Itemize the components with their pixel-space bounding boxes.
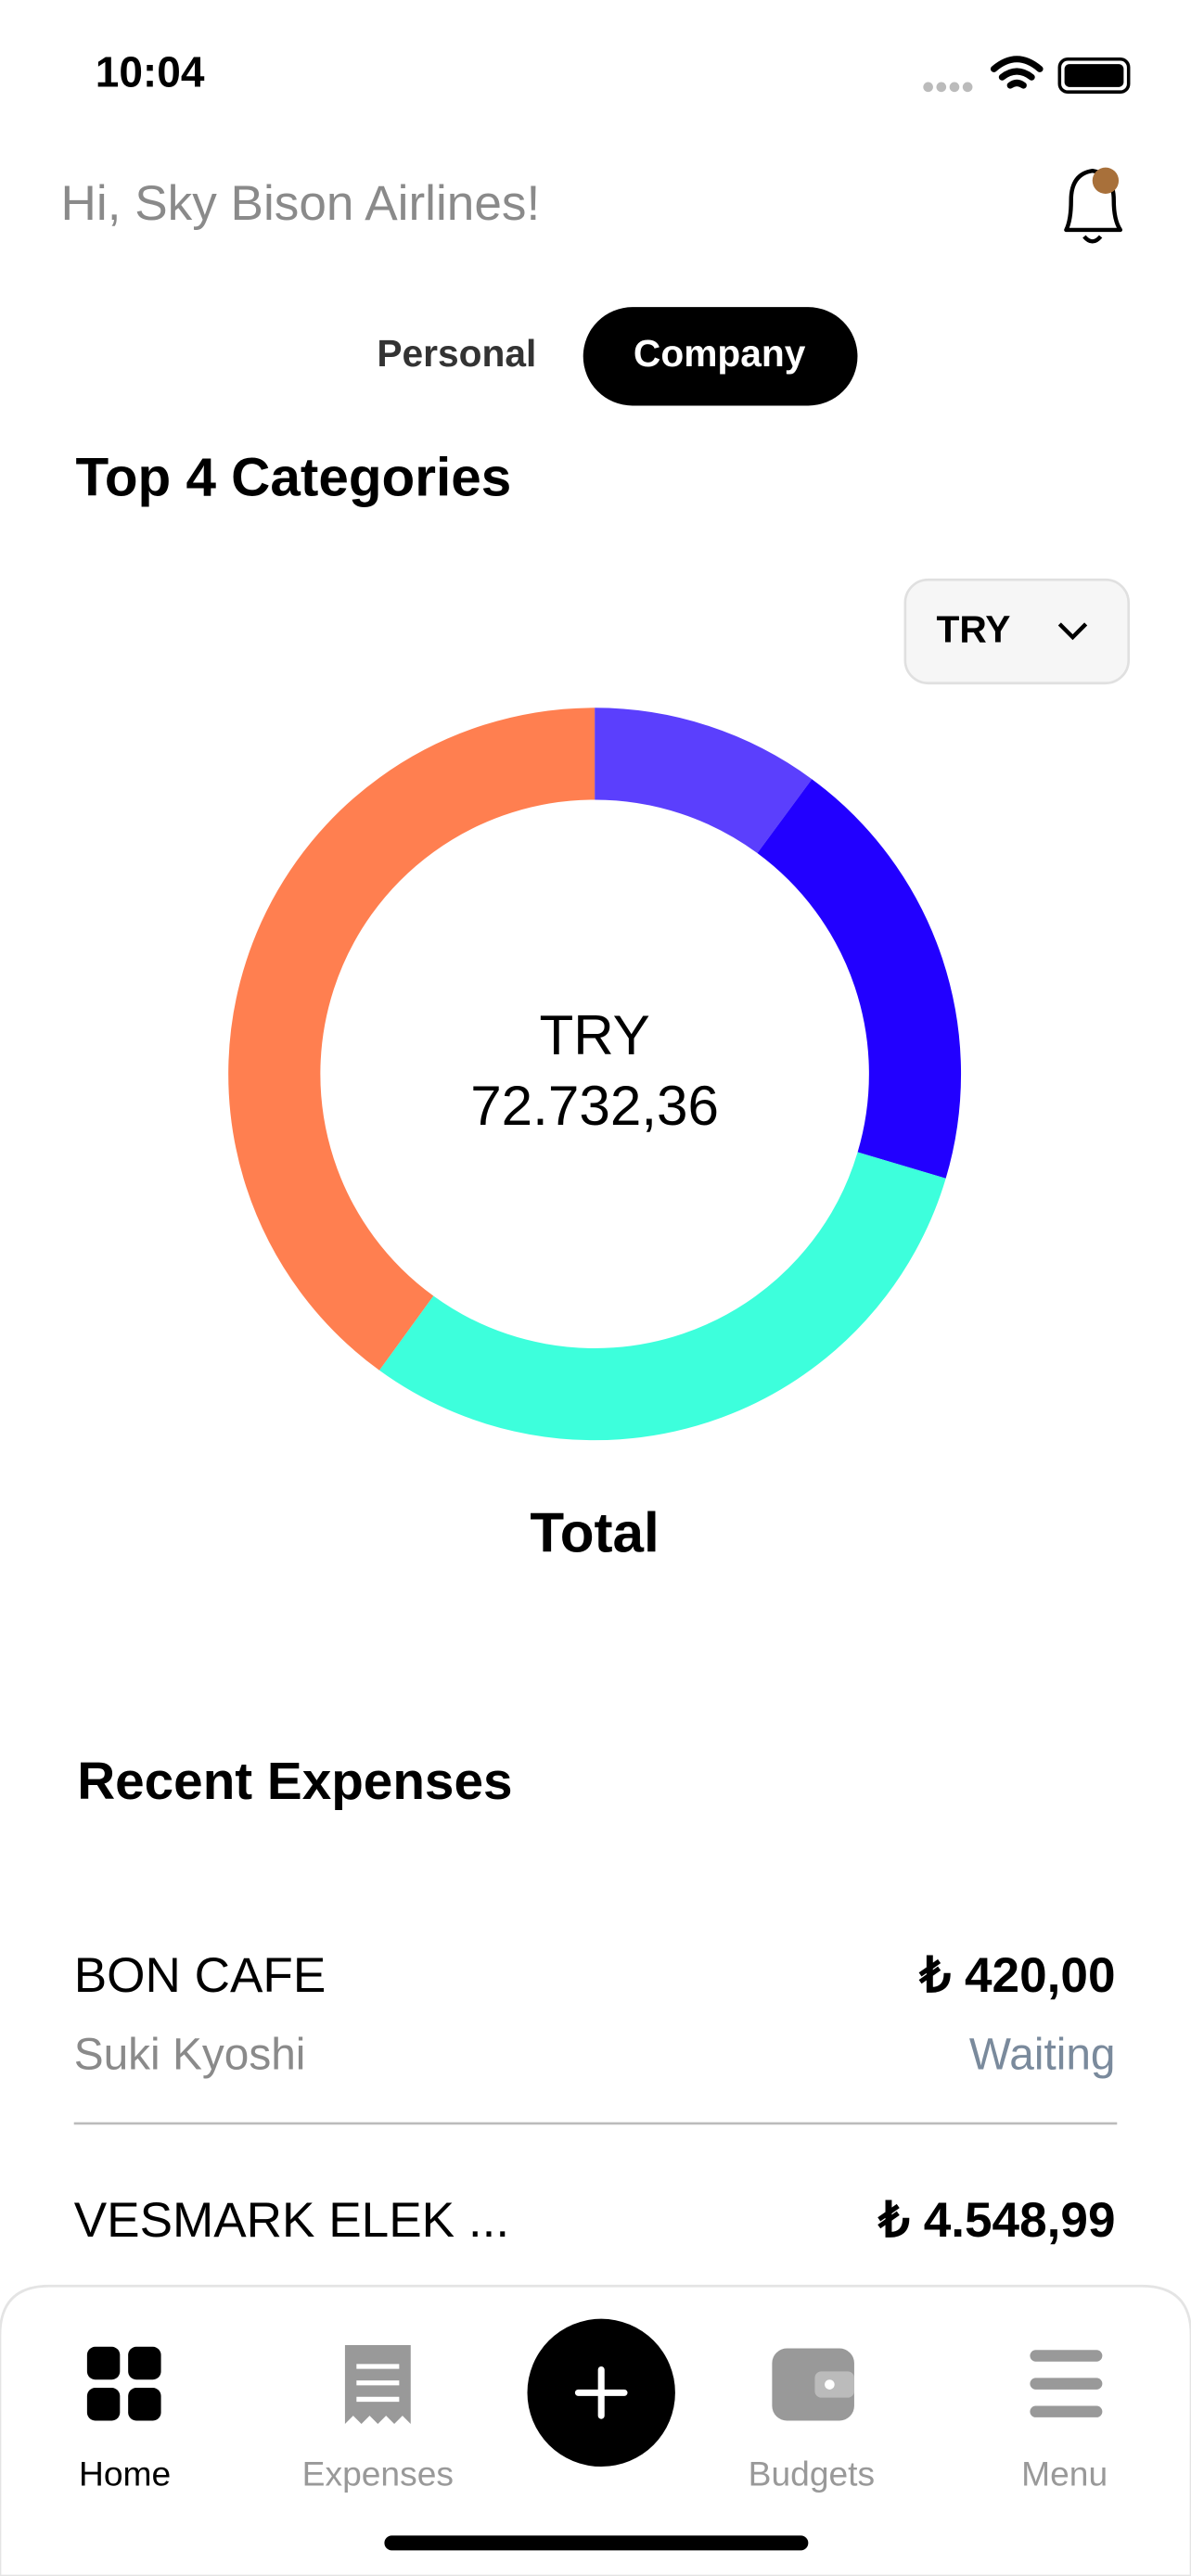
donut-currency: TRY [539,1003,649,1066]
status: Waiting [969,2031,1116,2080]
nav-label[interactable]: Expenses [302,2455,454,2493]
wifi-icon [990,56,1044,89]
nav-label[interactable]: Home [79,2455,171,2493]
nav-label[interactable]: Budgets [749,2455,875,2493]
currency-label: TRY [936,608,1010,651]
expenses-icon[interactable] [344,2344,411,2425]
amount: ₺ 4.548,99 [877,2193,1115,2248]
person: Suki Kyoshi [74,2031,306,2080]
expense-row[interactable]: VESMARK ELEK ... ₺ 4.548,99 [74,2193,1116,2248]
donut-segment [228,708,596,1371]
expense-row[interactable]: BON CAFE ₺ 420,00 Suki Kyoshi Waiting [74,1948,1116,2080]
merchant: BON CAFE [74,1948,327,2003]
merchant: VESMARK ELEK ... [74,2193,509,2248]
home-indicator [384,2535,809,2551]
donut-chart [228,708,961,1441]
donut-segment [756,779,961,1179]
donut-segment [379,1152,946,1441]
greeting: Hi, Sky Bison Airlines! [61,176,541,231]
notification-bell[interactable] [1064,167,1123,244]
tab-company[interactable]: Company [634,332,806,375]
recent-title: Recent Expenses [77,1753,512,1811]
amount: ₺ 420,00 [918,1948,1115,2003]
donut-caption: Total [530,1501,659,1564]
battery [1057,57,1131,94]
menu-icon[interactable] [1030,2350,1103,2417]
section-title: Top 4 Categories [75,447,511,507]
budgets-icon[interactable] [772,2348,854,2421]
battery-level [1064,64,1124,87]
add-button[interactable] [527,2318,675,2468]
currency-dropdown[interactable]: TRY [903,578,1131,685]
donut-segment [594,708,813,854]
nav-label[interactable]: Menu [1021,2455,1108,2493]
tab-personal[interactable]: Personal [377,332,536,375]
home-icon[interactable] [86,2346,161,2421]
signal [923,82,973,93]
donut-total: 72.732,36 [470,1074,719,1137]
status-time: 10:04 [96,48,205,96]
tab-active-pill[interactable] [583,307,858,406]
